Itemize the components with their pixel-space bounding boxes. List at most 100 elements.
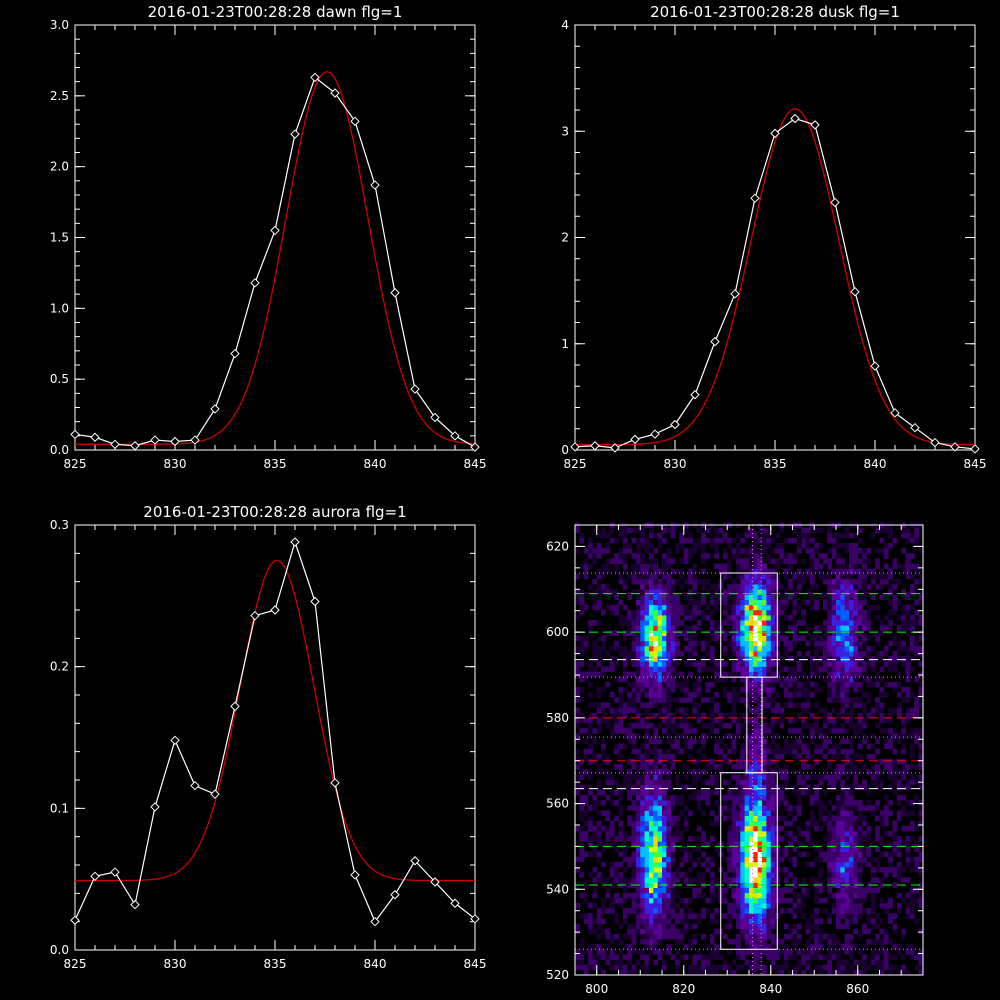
heatmap-cell: [657, 692, 663, 698]
heatmap-cell: [757, 928, 763, 935]
heatmap-cell: [809, 723, 815, 729]
heatmap-cell: [857, 568, 863, 575]
heatmap-cell: [718, 563, 724, 570]
heatmap-cell: [640, 933, 645, 940]
heatmap-cell: [770, 707, 776, 714]
heatmap-cell: [753, 697, 759, 703]
heatmap-cell: [653, 800, 659, 806]
dusk-data-point: [710, 336, 720, 347]
heatmap-cell: [579, 712, 585, 719]
heatmap-cell: [614, 640, 619, 647]
heatmap-cell: [740, 846, 746, 852]
heatmap-cell: [844, 615, 850, 621]
heatmap-cell: [788, 558, 793, 564]
heatmap-cell: [675, 825, 680, 832]
heatmap-cell: [779, 527, 785, 534]
heatmap-cell: [875, 805, 880, 811]
heatmap-cell: [801, 789, 806, 796]
heatmap-cell: [879, 620, 885, 626]
heatmap-cell: [883, 579, 889, 585]
heatmap-cell: [896, 872, 902, 878]
heatmap-cell: [796, 908, 802, 914]
heatmap-cell: [840, 908, 846, 914]
heatmap-cell: [653, 836, 659, 842]
heatmap-cell: [857, 805, 863, 811]
heatmap-cell: [688, 913, 693, 919]
heatmap-cell: [827, 774, 833, 780]
heatmap-cell: [627, 861, 632, 868]
heatmap-cell: [901, 604, 906, 611]
heatmap-cell: [749, 851, 754, 858]
heatmap-cell: [749, 774, 754, 780]
heatmap-cell: [762, 563, 767, 570]
heatmap-cell: [805, 532, 811, 539]
heatmap-cell: [640, 589, 645, 595]
heatmap-cell: [814, 702, 819, 708]
heatmap-cell: [653, 928, 659, 935]
heatmap-cell: [792, 861, 798, 868]
heatmap-cell: [779, 753, 785, 760]
heatmap-cell: [866, 568, 872, 575]
heatmap-cell: [901, 532, 906, 539]
heatmap-cell: [831, 831, 837, 837]
heatmap-cell: [831, 661, 837, 667]
dawn-data-point: [110, 439, 120, 450]
heatmap-cell: [870, 733, 876, 739]
heatmap-cell: [896, 892, 902, 899]
heatmap-cell: [883, 759, 889, 765]
heatmap-cell: [918, 661, 924, 667]
dusk-data-point: [970, 444, 980, 454]
heatmap-cell: [675, 877, 680, 883]
heatmap-cell: [757, 800, 763, 806]
heatmap-cell: [722, 779, 728, 786]
heatmap-cell: [766, 723, 772, 729]
heatmap-cell: [696, 527, 702, 534]
heatmap-cell: [770, 933, 776, 940]
heatmap-cell: [583, 784, 589, 791]
heatmap-cell: [592, 604, 598, 611]
heatmap-cell: [827, 620, 833, 626]
heatmap-cell: [653, 851, 659, 858]
heatmap-cell: [640, 820, 645, 827]
heatmap-cell: [762, 831, 767, 837]
heatmap-cell: [627, 969, 632, 976]
heatmap-cell: [692, 769, 698, 775]
heatmap-cell: [701, 656, 706, 662]
heatmap-cell: [849, 764, 854, 770]
heatmap-cell: [818, 553, 824, 559]
heatmap-cell: [618, 923, 624, 930]
heatmap-cell: [840, 604, 846, 611]
heatmap-cell: [749, 903, 754, 909]
aurora-data-point: [450, 898, 460, 908]
heatmap-cell: [844, 666, 850, 672]
heatmap-cell: [857, 949, 863, 955]
heatmap-cell: [692, 959, 698, 966]
heatmap-cell: [818, 543, 824, 549]
heatmap-cell: [788, 640, 793, 647]
heatmap-cell: [644, 584, 650, 590]
heatmap-cell: [901, 589, 906, 595]
heatmap-cell: [853, 959, 859, 966]
heatmap-cell: [883, 728, 889, 734]
heatmap-cell: [805, 599, 811, 606]
heatmap-cell: [644, 666, 650, 672]
heatmap-cell: [888, 712, 893, 719]
heatmap-cell: [775, 954, 780, 960]
heatmap-cell: [683, 882, 689, 888]
heatmap-cell: [640, 882, 645, 888]
heatmap-cell: [614, 877, 619, 883]
heatmap-cell: [909, 779, 915, 786]
heatmap-cell: [840, 573, 846, 580]
heatmap-cell: [714, 625, 719, 631]
heatmap-cell: [788, 831, 793, 837]
heatmap-cell: [735, 717, 741, 724]
heatmap-cell: [775, 563, 780, 570]
heatmap-cell: [609, 666, 615, 672]
heatmap-cell: [575, 789, 580, 796]
heatmap-cell: [757, 594, 763, 600]
heatmap-cell: [605, 702, 611, 708]
heatmap-cell: [883, 810, 889, 816]
heatmap-cell: [696, 599, 702, 606]
heatmap-cell: [875, 939, 880, 945]
heatmap-cell: [753, 604, 759, 611]
